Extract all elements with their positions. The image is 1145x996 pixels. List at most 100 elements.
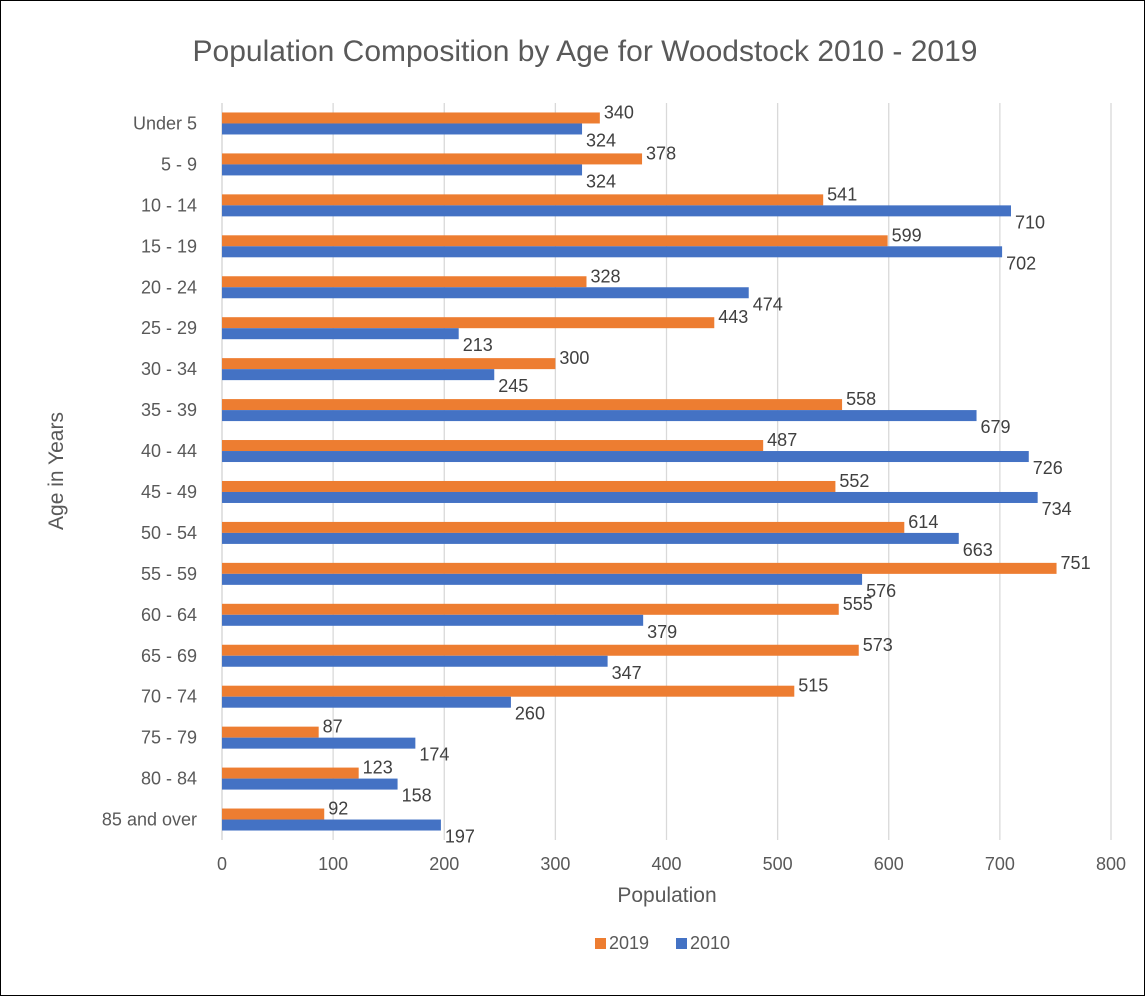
legend-label: 2010 xyxy=(690,933,730,953)
category-label: Under 5 xyxy=(133,113,197,133)
data-label-2019: 443 xyxy=(718,307,748,327)
x-tick-label: 600 xyxy=(874,854,904,874)
x-tick-label: 100 xyxy=(318,854,348,874)
bar-2019 xyxy=(222,767,359,779)
data-label-2010: 726 xyxy=(1033,458,1063,478)
bar-2019 xyxy=(222,112,600,124)
data-label-2019: 378 xyxy=(646,143,676,163)
bar-2010 xyxy=(222,778,398,790)
bar-2019 xyxy=(222,235,888,247)
data-label-2019: 92 xyxy=(328,799,348,819)
category-label: 75 - 79 xyxy=(141,728,197,748)
bar-2010 xyxy=(222,532,959,544)
x-tick-label: 200 xyxy=(429,854,459,874)
x-tick-label: 400 xyxy=(651,854,681,874)
bar-2010 xyxy=(222,655,608,667)
category-label: 45 - 49 xyxy=(141,482,197,502)
bar-2019 xyxy=(222,358,556,370)
x-tick-label: 0 xyxy=(217,854,227,874)
data-label-2019: 328 xyxy=(590,266,620,286)
category-axis-labels: Under 5 5 - 9 10 - 14 15 - 19 20 - 24 25 - 29… xyxy=(102,113,197,829)
category-label: 50 - 54 xyxy=(141,523,197,543)
data-label-2010: 734 xyxy=(1042,499,1072,519)
data-label-2019: 751 xyxy=(1061,553,1091,573)
category-label: 20 - 24 xyxy=(141,277,197,297)
bars xyxy=(222,112,1057,831)
bar-2019 xyxy=(222,276,587,288)
category-label: 70 - 74 xyxy=(141,687,197,707)
data-label-2019: 300 xyxy=(559,348,589,368)
data-label-2010: 174 xyxy=(419,745,449,765)
x-tick-label: 800 xyxy=(1096,854,1126,874)
category-label: 65 - 69 xyxy=(141,646,197,666)
bar-2019 xyxy=(222,603,839,615)
category-label: 15 - 19 xyxy=(141,236,197,256)
bar-2019 xyxy=(222,194,824,206)
chart-title: Population Composition by Age for Woodst… xyxy=(193,35,978,68)
bar-2010 xyxy=(222,491,1038,503)
bar-2019 xyxy=(222,480,836,492)
bar-2019 xyxy=(222,153,643,165)
category-label: 25 - 29 xyxy=(141,318,197,338)
y-axis-title: Age in Years xyxy=(45,412,68,530)
data-label-2019: 487 xyxy=(767,430,797,450)
x-tick-label: 500 xyxy=(763,854,793,874)
data-label-2010: 663 xyxy=(963,540,993,560)
bar-2019 xyxy=(222,808,325,820)
bar-2019 xyxy=(222,644,859,656)
data-label-2010: 576 xyxy=(866,581,896,601)
data-label-2019: 558 xyxy=(846,389,876,409)
bar-2010 xyxy=(222,451,1029,463)
data-label-2010: 710 xyxy=(1015,212,1045,232)
legend-swatch xyxy=(676,938,687,949)
data-label-2010: 213 xyxy=(463,335,493,355)
data-label-2019: 541 xyxy=(827,184,857,204)
data-label-2010: 245 xyxy=(498,376,528,396)
category-label: 55 - 59 xyxy=(141,564,197,584)
data-label-2010: 702 xyxy=(1006,253,1036,273)
category-label: 35 - 39 xyxy=(141,400,197,420)
category-label: 5 - 9 xyxy=(161,154,197,174)
bar-2019 xyxy=(222,562,1057,574)
data-label-2010: 197 xyxy=(445,827,475,847)
bar-2010 xyxy=(222,328,459,340)
data-label-2019: 515 xyxy=(798,676,828,696)
data-label-2010: 324 xyxy=(586,130,616,150)
x-tick-label: 300 xyxy=(540,854,570,874)
value-axis-labels: 0 100 200 300 400 500 600 700 800 xyxy=(217,854,1126,874)
data-label-2010: 260 xyxy=(515,704,545,724)
bar-2010 xyxy=(222,205,1011,217)
bar-2019 xyxy=(222,440,764,452)
category-label: 60 - 64 xyxy=(141,605,197,625)
bar-2019 xyxy=(222,317,715,329)
data-label-2010: 379 xyxy=(647,622,677,642)
bar-2010 xyxy=(222,696,511,708)
bar-2010 xyxy=(222,123,583,135)
category-label: 85 and over xyxy=(102,810,197,830)
bar-2010 xyxy=(222,573,863,585)
bar-2019 xyxy=(222,521,905,533)
data-label-2019: 614 xyxy=(908,512,938,532)
bar-2010 xyxy=(222,369,495,381)
legend-swatch xyxy=(595,938,606,949)
bar-2010 xyxy=(222,737,416,749)
data-label-2010: 347 xyxy=(612,663,642,683)
bar-2019 xyxy=(222,685,795,697)
bar-2010 xyxy=(222,164,583,176)
data-label-2019: 123 xyxy=(363,758,393,778)
category-label: 30 - 34 xyxy=(141,359,197,379)
bar-2019 xyxy=(222,399,843,411)
data-label-2019: 573 xyxy=(863,635,893,655)
data-label-2010: 158 xyxy=(402,786,432,806)
gridlines xyxy=(221,103,1112,840)
bar-2010 xyxy=(222,287,749,299)
data-label-2010: 679 xyxy=(981,417,1011,437)
bar-2019 xyxy=(222,726,319,738)
bar-2010 xyxy=(222,819,441,831)
data-label-2019: 555 xyxy=(843,594,873,614)
data-label-2010: 324 xyxy=(586,171,616,191)
bar-2010 xyxy=(222,614,644,626)
